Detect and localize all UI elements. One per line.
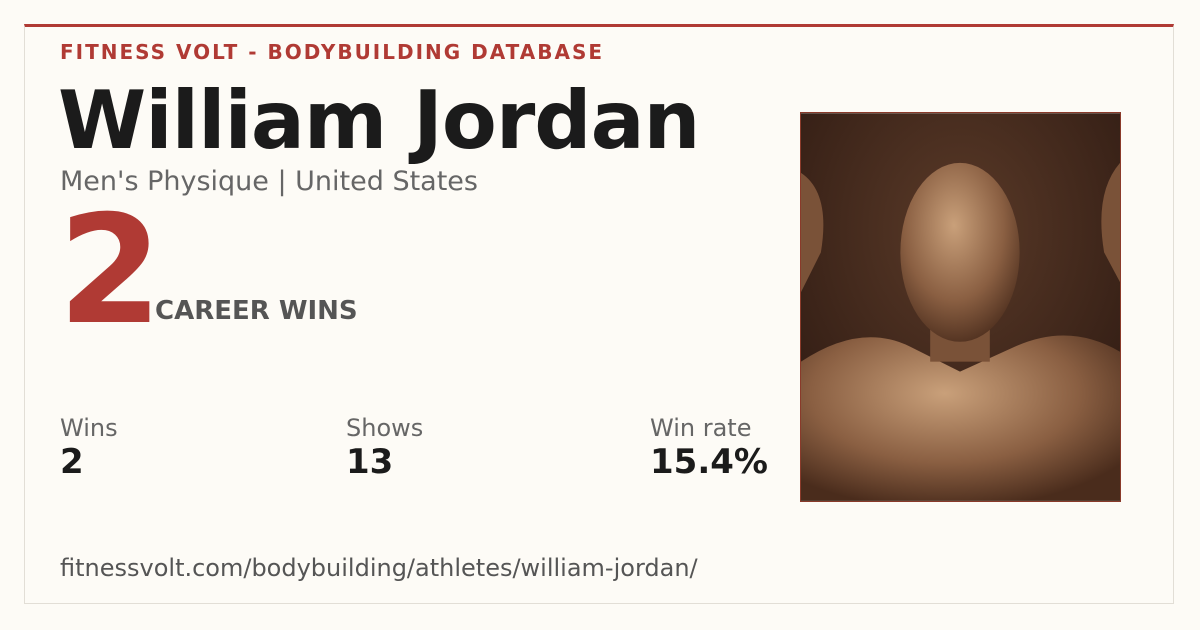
athlete-photo <box>800 112 1121 502</box>
athlete-name: William Jordan <box>58 74 701 167</box>
stat-label: Wins <box>60 414 118 442</box>
footer-url: fitnessvolt.com/bodybuilding/athletes/wi… <box>60 554 698 582</box>
stat-value: 2 <box>60 442 84 482</box>
stat-value: 15.4% <box>650 442 768 482</box>
career-wins-value: 2 <box>58 184 163 358</box>
stat-value: 13 <box>346 442 394 482</box>
card <box>24 24 1174 604</box>
stat-label: Shows <box>346 414 424 442</box>
stat-label: Win rate <box>650 414 752 442</box>
brand: FITNESS VOLT - BODYBUILDING DATABASE <box>60 40 605 64</box>
athlete-subtitle: Men's Physique | United States <box>60 166 478 197</box>
career-wins-label: CAREER WINS <box>155 296 358 326</box>
